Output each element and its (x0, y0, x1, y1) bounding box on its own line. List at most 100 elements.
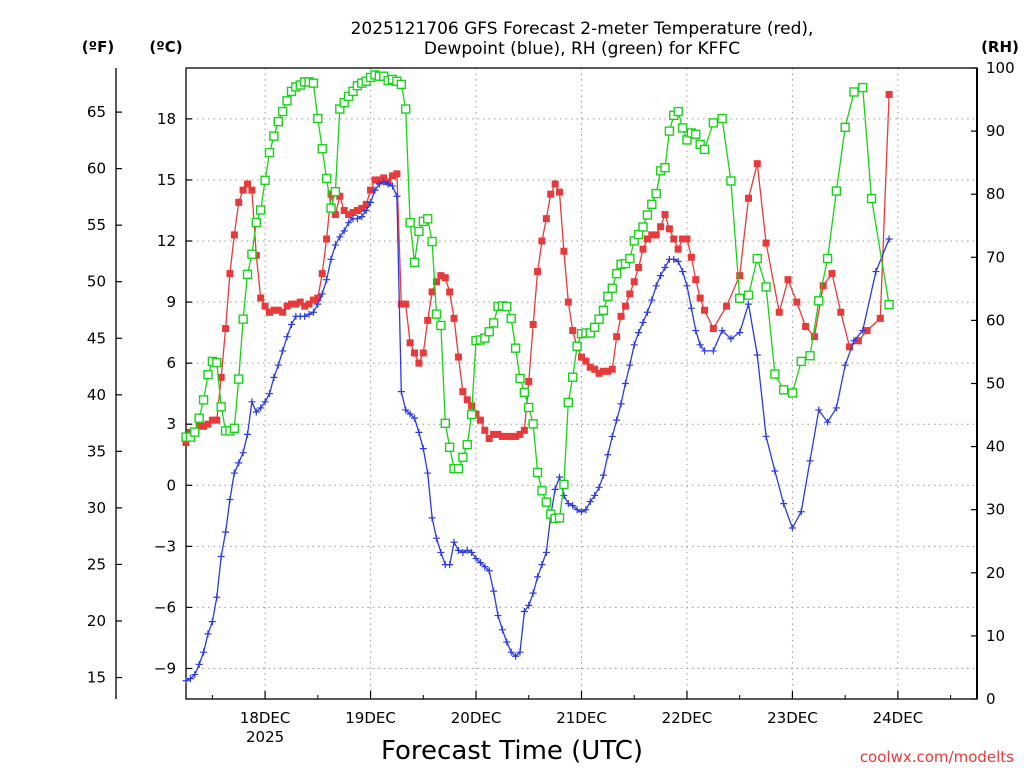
temperature-point (274, 306, 282, 314)
dewpoint-point (626, 361, 634, 369)
rh-point (831, 186, 842, 196)
rh-tick-label: 0 (986, 690, 996, 708)
dewpoint-point (604, 451, 612, 459)
temperature-point (828, 270, 836, 278)
temperature-point (687, 253, 695, 261)
rh-point (717, 113, 727, 124)
temperature-point (244, 180, 252, 188)
temperature-point (542, 215, 550, 223)
dewpoint-point (525, 601, 533, 609)
temperature-point (432, 278, 440, 286)
celsius-tick-label: 18 (157, 110, 176, 128)
temperature-point (683, 235, 691, 243)
dewpoint-point (208, 618, 216, 626)
x-tick-label: 18DEC (240, 709, 291, 727)
series-rh (181, 70, 894, 524)
dewpoint-point (608, 432, 616, 440)
temperature-point (670, 235, 678, 243)
rh-point (884, 299, 894, 310)
rh-point (822, 253, 833, 264)
rh-point (216, 402, 226, 412)
temperature-point (195, 422, 203, 430)
rh-point (840, 122, 850, 133)
dewpoint-point (520, 607, 528, 615)
dewpoint-point (428, 514, 436, 522)
temperature-point (819, 282, 827, 290)
rh-point (743, 290, 754, 300)
fahrenheit-tick-label: 20 (87, 612, 106, 630)
rh-point (651, 188, 661, 199)
dewpoint-point (248, 398, 256, 406)
chart-title-line-2: Dewpoint (blue), RH (green) for KFFC (424, 39, 740, 59)
temperature-point (551, 180, 559, 188)
dewpoint-point (353, 215, 361, 223)
rh-point (321, 173, 332, 184)
rh-point (691, 129, 701, 139)
rh-point (488, 318, 499, 328)
dewpoint-point (859, 327, 867, 335)
rh-point (427, 236, 437, 247)
temperature-point (287, 300, 295, 308)
dewpoint-point (406, 410, 414, 418)
temperature-point (503, 432, 511, 440)
temperature-point (665, 225, 673, 233)
x-tick-label: 23DEC (767, 709, 818, 727)
rh-point (269, 131, 279, 141)
dewpoint-point (727, 335, 735, 343)
dewpoint-point (512, 652, 520, 660)
rh-point (326, 203, 336, 213)
temperature-point (485, 434, 493, 442)
temperature-point (222, 325, 230, 333)
temperature-point (340, 206, 348, 214)
rh-point (251, 217, 262, 228)
rh-point (273, 116, 283, 127)
dewpoint-point (494, 612, 502, 620)
temperature-point (494, 430, 502, 438)
temperature-point (595, 369, 603, 377)
temperature-point (775, 308, 783, 316)
dewpoint-point (419, 445, 427, 453)
temperature-point (516, 430, 524, 438)
temperature-point (318, 270, 326, 278)
dewpoint-point (771, 467, 779, 475)
temperature-point (793, 298, 801, 306)
dewpoint-point (648, 296, 656, 304)
dewpoint-point (186, 675, 194, 683)
rh-point (264, 147, 275, 158)
x-tick-label: 20DEC (451, 709, 502, 727)
dewpoint-point (222, 528, 230, 536)
rh-point (444, 442, 455, 452)
celsius-tick-label: −3 (154, 537, 176, 555)
temperature-point (569, 327, 577, 335)
rh-point (625, 253, 635, 264)
dewpoint-point (323, 276, 331, 284)
dewpoint-point (397, 388, 405, 396)
dewpoint-point (393, 192, 401, 200)
rh-point (796, 356, 806, 367)
temperature-point (441, 274, 449, 282)
celsius-tick-label: 3 (166, 415, 176, 433)
temperature-point (283, 302, 291, 310)
temperature-point (556, 188, 564, 196)
temperature-point (652, 231, 660, 239)
rh-point (589, 322, 600, 333)
temperature-point (591, 365, 599, 373)
rh-tick-label: 100 (986, 59, 1015, 77)
temperature-point (446, 288, 454, 296)
dewpoint-point (569, 502, 577, 510)
temperature-point (701, 306, 709, 314)
dewpoint-point (613, 416, 621, 424)
dewpoint-point (191, 671, 199, 679)
temperature-point (204, 420, 212, 428)
temperature-point (454, 353, 462, 361)
dewpoint-point (252, 408, 260, 416)
rh-point (198, 395, 209, 405)
fahrenheit-tick-label: 55 (87, 216, 106, 234)
dewpoint-point (652, 282, 660, 290)
dewpoint-point (780, 500, 788, 508)
dewpoint-point (358, 213, 366, 221)
rh-point (528, 419, 538, 429)
dewpoint-point (463, 546, 471, 554)
temperature-point (226, 270, 234, 278)
